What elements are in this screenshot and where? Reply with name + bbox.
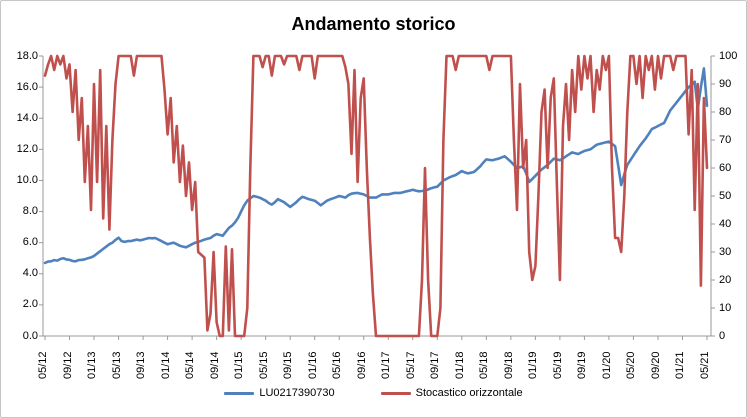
left-axis-tick-label: 12.0: [16, 142, 38, 155]
left-axis-tick-label: 4.0: [22, 267, 38, 280]
x-axis-tick-label: 01/17: [380, 351, 393, 379]
x-axis-tick-label: 09/18: [502, 351, 515, 379]
x-axis-tick-label: 09/15: [282, 351, 295, 379]
series-line-stochastic: [43, 54, 709, 338]
x-axis-tick-label: 01/19: [527, 351, 540, 379]
right-axis-tick-label: 20: [719, 273, 732, 286]
x-axis-tick-label: 05/19: [551, 351, 564, 379]
x-axis-tick-label: 05/14: [184, 351, 197, 379]
legend-label-fund: LU0217390730: [259, 387, 335, 399]
x-axis-tick-label: 01/16: [306, 351, 319, 379]
left-axis-tick-label: 18.0: [16, 49, 38, 62]
right-axis-tick-label: 40: [719, 217, 732, 230]
x-axis-tick-label: 05/18: [478, 351, 491, 379]
x-axis-tick-label: 05/17: [404, 351, 417, 379]
right-axis-tick-label: 60: [719, 161, 732, 174]
left-axis-tick-label: 6.0: [22, 236, 38, 249]
right-axis-tick-label: 10: [719, 301, 732, 314]
x-axis-tick-label: 09/17: [429, 351, 442, 379]
right-axis-tick-label: 50: [719, 189, 732, 202]
x-axis-tick-label: 01/18: [453, 351, 466, 379]
legend-blue-line-icon: [224, 391, 255, 395]
legend-label-stochastic: Stocastico orizzontale: [415, 387, 523, 399]
x-axis-tick-label: 05/15: [257, 351, 270, 379]
left-axis-tick-label: 2.0: [22, 298, 38, 311]
x-axis-tick-label: 09/19: [576, 351, 589, 379]
x-axis-tick-label: 01/15: [233, 351, 246, 379]
legend-item-stochastic[interactable]: Stocastico orizzontale: [380, 387, 523, 399]
left-axis-tick-label: 10.0: [16, 173, 38, 186]
x-axis-tick-label: 09/13: [135, 351, 148, 379]
x-axis-tick-label: 05/16: [331, 351, 344, 379]
series-line-fund: [43, 67, 709, 265]
right-axis-tick-label: 80: [719, 105, 732, 118]
x-axis-tick-label: 05/20: [625, 351, 638, 379]
legend-red-line-icon: [380, 391, 411, 395]
right-axis-tick-label: 100: [719, 49, 738, 62]
right-axis-tick-label: 0: [719, 329, 726, 342]
chart-title: Andamento storico: [291, 14, 456, 34]
x-axis-tick-label: 09/14: [208, 351, 221, 379]
left-axis-tick-label: 0.0: [22, 329, 38, 342]
x-axis-tick-label: 05/21: [699, 351, 711, 379]
legend: LU0217390730 Stocastico orizzontale: [1, 387, 746, 399]
x-axis-tick-label: 01/20: [600, 351, 613, 379]
right-axis-tick-label: 30: [719, 245, 732, 258]
x-axis-tick-label: 09/12: [61, 351, 74, 379]
left-axis-tick-label: 8.0: [22, 205, 38, 218]
left-axis-tick-label: 14.0: [16, 111, 38, 124]
x-axis-tick-label: 01/13: [86, 351, 99, 379]
x-axis-tick-label: 09/16: [355, 351, 368, 379]
right-axis-tick-label: 70: [719, 133, 732, 146]
x-axis-tick-label: 01/14: [159, 351, 172, 379]
left-axis-tick-label: 16.0: [16, 80, 38, 93]
x-axis-tick-label: 05/13: [110, 351, 123, 379]
x-axis-tick-label: 05/12: [37, 351, 49, 379]
x-axis-tick-label: 01/21: [674, 351, 687, 379]
x-axis-tick-label: 09/20: [649, 351, 662, 379]
right-axis-tick-label: 90: [719, 77, 732, 90]
legend-item-fund[interactable]: LU0217390730: [224, 387, 335, 399]
